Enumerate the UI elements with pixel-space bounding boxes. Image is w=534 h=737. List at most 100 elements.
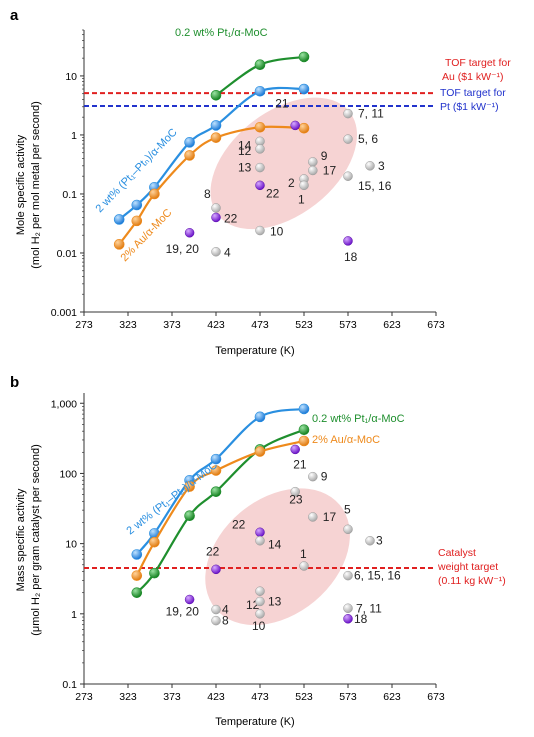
a-series-point-1 [210, 120, 222, 131]
b-y-tick-label: 100 [59, 468, 77, 480]
a-series-point-1 [254, 85, 266, 97]
a-ref-point [365, 161, 375, 171]
a-ref-label: 22 [224, 211, 238, 225]
b-y-tick-label: 1 [71, 609, 77, 621]
b-target-line2: weight target [437, 561, 498, 573]
b-ref-point [255, 527, 265, 538]
b-ref-label: 18 [354, 612, 368, 626]
b-ref-point [211, 564, 221, 575]
b-series-point-0 [131, 549, 143, 560]
b-x-tick-label: 523 [295, 691, 313, 703]
a-activity-region [210, 97, 357, 230]
b-ref-label: 8 [222, 614, 229, 628]
b-ref-point [343, 570, 353, 581]
b-x-tick-label: 623 [383, 691, 401, 703]
a-target-pt-line1: TOF target for [440, 87, 506, 99]
b-series-point-1 [149, 567, 160, 579]
a-ref-label: 13 [238, 161, 252, 175]
a-axes: 273 323 373 423 473 523 573 623 6730.0010.010.11… [51, 29, 445, 331]
b-series-point-0 [298, 403, 310, 415]
b-series-point-1 [210, 486, 222, 497]
a-series-point-2 [298, 122, 310, 134]
a-series-point-0 [298, 51, 310, 63]
a-x-tick-label: 273 [75, 319, 93, 331]
b-ref-point [343, 614, 353, 624]
a-series-point-1 [298, 83, 310, 95]
b-ref-label: 22 [232, 517, 246, 531]
a-ref-label: 22 [266, 186, 280, 200]
b-target-line3: (0.11 kg kW⁻¹) [438, 575, 506, 587]
a-ref-point [255, 180, 265, 191]
b-ref-label: 7, 11 [356, 601, 382, 615]
b-region-ellipse [205, 488, 350, 626]
b-ref-label: 4 [222, 603, 229, 617]
a-x-tick-label: 573 [339, 319, 357, 331]
a-ref-point [343, 108, 353, 119]
a-ref-point [255, 144, 265, 154]
b-ref-label: 21 [293, 457, 307, 471]
b-ref-point [290, 486, 300, 497]
a-series [113, 51, 310, 250]
b-ref-label: 14 [268, 538, 282, 552]
a-x-tick-label: 673 [427, 319, 445, 331]
b-y-tick-label: 0.1 [62, 679, 77, 691]
b-y-axis-title-line2: (μmol H₂ per gram catalyst per second) [30, 444, 42, 636]
a-x-tick-label: 473 [251, 319, 269, 331]
a-ref-point [290, 120, 300, 131]
b-ref-point [255, 535, 265, 546]
a-x-tick-label: 323 [119, 319, 137, 331]
b-ref-point [308, 471, 318, 482]
b-ref-point [184, 594, 195, 605]
a-ref-label: 7, 11 [358, 107, 384, 121]
b-label-pt1: 0.2 wt% Pt₁/α-MoC [312, 413, 405, 425]
b-ref-label: 10 [252, 619, 266, 633]
b-ref-point [365, 535, 375, 546]
a-y-tick-label: 10 [65, 71, 77, 83]
b-ref-label: 6, 15, 16 [354, 569, 401, 583]
a-ref-label: 15, 16 [358, 179, 392, 193]
a-ref-label: 5, 6 [358, 132, 378, 146]
a-ref-point [343, 171, 353, 181]
b-activity-region [205, 488, 350, 626]
b-x-tick-label: 373 [163, 691, 181, 703]
b-ref-label: 23 [289, 493, 303, 507]
a-y-axis-title-line1: Mole specific activity [15, 134, 27, 235]
a-series-point-2 [210, 132, 222, 143]
b-x-tick-label: 323 [119, 691, 137, 703]
a-ref-label: 21 [275, 96, 289, 110]
a-x-axis-title: Temperature (K) [215, 345, 294, 357]
a-ref-label: 4 [224, 246, 231, 260]
a-series-point-0 [210, 89, 222, 101]
a-region-ellipse [210, 97, 357, 230]
a-ref-label: 18 [344, 250, 358, 264]
b-ref-label: 1 [300, 547, 307, 561]
b-ref-point [343, 524, 353, 535]
b-ref-point [255, 609, 265, 619]
panel-b: b 273 323 373 423 473 523 573 623 6730.11101001,… [10, 374, 506, 728]
b-series-point-2 [131, 570, 143, 581]
a-ref-point [211, 203, 221, 213]
b-series-point-1 [298, 424, 310, 435]
b-ref-point [299, 561, 309, 571]
a-ref-point [308, 165, 318, 176]
b-x-tick-label: 473 [251, 691, 269, 703]
a-series-point-1 [184, 137, 195, 148]
b-series-point-2 [298, 435, 310, 447]
a-y-tick-label: 0.001 [51, 307, 77, 319]
b-ref-label: 9 [321, 470, 328, 484]
a-x-tick-label: 373 [163, 319, 181, 331]
a-y-axis-title: Mole specific activity (mol H₂ per mol m… [15, 101, 42, 269]
b-y-axis-title-line1: Mass specific activity [15, 488, 27, 591]
a-y-tick-label: 0.01 [57, 248, 78, 260]
b-ref-point [255, 586, 265, 596]
a-ref-label: 3 [378, 159, 385, 173]
a-ref-point [308, 157, 318, 167]
a-series-point-2 [149, 188, 160, 200]
b-x-tick-label: 673 [427, 691, 445, 703]
b-ref-label: 3 [376, 534, 383, 548]
b-series [131, 403, 310, 598]
a-ref-label: 9 [321, 149, 328, 163]
a-series-point-2 [254, 121, 266, 133]
a-series-point-1 [113, 214, 125, 225]
